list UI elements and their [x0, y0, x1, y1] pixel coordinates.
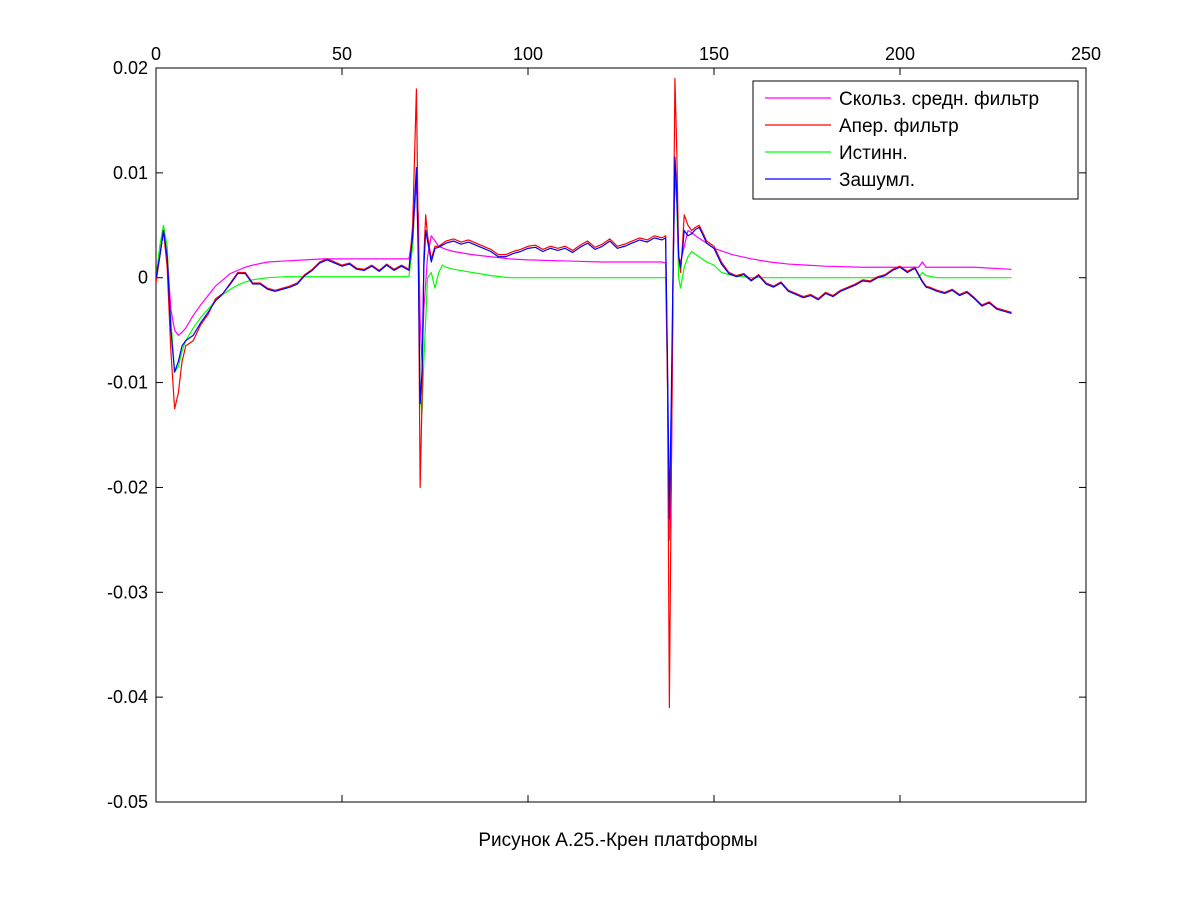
y-tick-label: -0.03: [107, 582, 148, 602]
x-tick-label: 0: [151, 44, 161, 64]
y-tick-label: 0: [138, 268, 148, 288]
x-tick-label: 100: [513, 44, 543, 64]
y-axis: 0.02 0.01 0 -0.01 -0.02 -0.03 -0.04 -0.05: [107, 58, 1086, 812]
y-tick-label: 0.01: [113, 163, 148, 183]
series-layer: [156, 77, 1012, 709]
legend-label: Скольз. средн. фильтр: [839, 89, 1039, 110]
x-axis: 0 50 100 150 200 250: [151, 44, 1101, 802]
y-tick-label: 0.02: [113, 58, 148, 78]
x-tick-label: 200: [885, 44, 915, 64]
series-line-3: [156, 156, 1012, 520]
legend-box: [752, 80, 1079, 200]
x-tick-label: 250: [1071, 44, 1101, 64]
y-tick-label: -0.04: [107, 687, 148, 707]
legend-label: Апер. фильтр: [839, 116, 959, 137]
y-tick-label: -0.02: [107, 477, 148, 497]
y-tick-label: -0.05: [107, 792, 148, 812]
legend-label: Зашумл.: [839, 170, 915, 191]
legend-label: Истинн.: [839, 143, 908, 164]
chart-caption: Рисунок А.25.-Крен платформы: [478, 830, 757, 851]
series-line-1: [156, 77, 1012, 709]
series-line-0: [156, 172, 1012, 541]
legend: Скольз. средн. фильтр Апер. фильтр Истинн.…: [752, 80, 1079, 200]
x-tick-label: 50: [332, 44, 352, 64]
y-tick-label: -0.01: [107, 373, 148, 393]
x-tick-label: 150: [699, 44, 729, 64]
